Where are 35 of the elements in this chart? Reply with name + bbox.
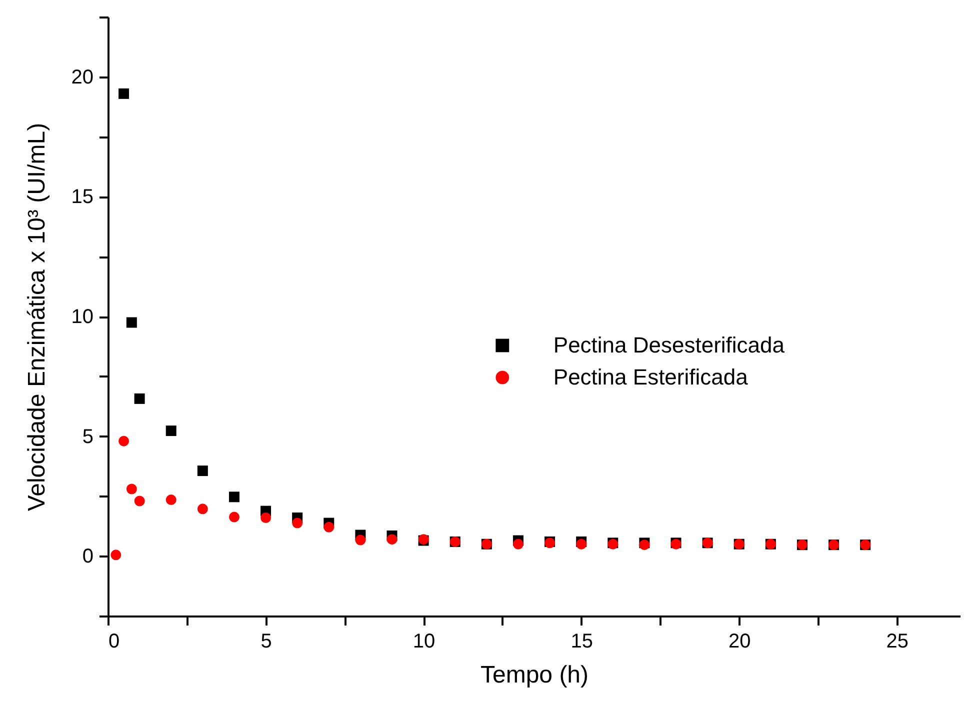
point — [386, 534, 398, 545]
point — [228, 492, 240, 502]
point — [134, 496, 145, 506]
x-tick-label: 10 — [412, 630, 436, 652]
x-tick-label: 0 — [108, 630, 120, 652]
point — [324, 522, 334, 532]
point — [197, 504, 208, 514]
y-tick-label: 20 — [71, 66, 94, 88]
y-tick-label: 10 — [71, 306, 94, 328]
x-axis-title: Tempo (h) — [480, 662, 589, 688]
point — [355, 534, 366, 546]
y-tick-label: 15 — [71, 186, 94, 208]
x-tick-label: 15 — [570, 630, 593, 652]
point — [260, 512, 272, 523]
x-tick-label: 5 — [260, 630, 272, 652]
y-axis-title: Velocidade Enzimática x 10³ (UI/mL) — [23, 122, 50, 512]
y-tick-label: 5 — [82, 426, 94, 448]
point — [134, 393, 145, 404]
point — [118, 436, 130, 446]
point — [228, 512, 240, 522]
point — [118, 88, 130, 99]
point — [292, 518, 303, 528]
point — [166, 494, 176, 506]
point — [197, 466, 208, 476]
point — [166, 426, 176, 436]
legend-label: Pectina Desesterificada — [553, 332, 786, 358]
point — [126, 484, 137, 494]
point — [576, 538, 587, 550]
point — [512, 538, 524, 550]
x-tick-label: 20 — [728, 630, 751, 652]
point — [110, 550, 122, 560]
y-tick-label: 0 — [82, 546, 94, 568]
point — [126, 317, 137, 328]
x-tick-label: 25 — [886, 630, 909, 652]
legend-label: Pectina Esterificada — [553, 364, 749, 390]
